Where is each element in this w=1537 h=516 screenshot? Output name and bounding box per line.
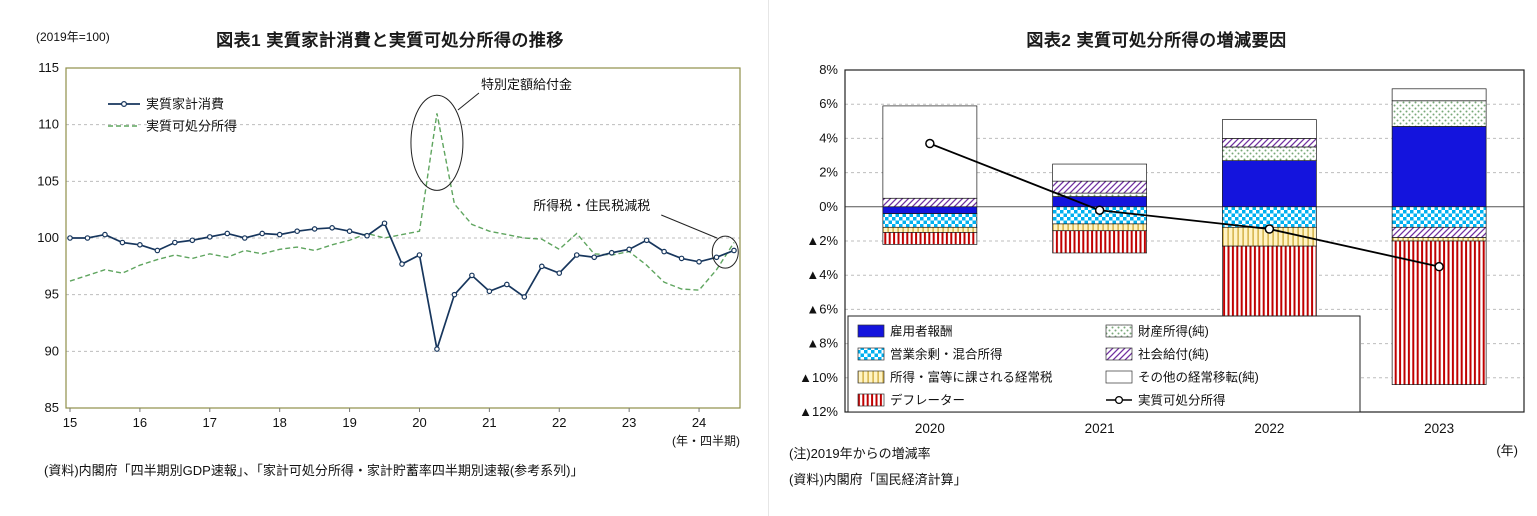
svg-text:実質可処分所得: 実質可処分所得 xyxy=(146,119,237,134)
figure1-chart-svg: 85 90 95 100 105 110 115 15 16 17 18 19 20 21 22 23 24 (年… xyxy=(37,60,741,448)
svg-text:▲2%: ▲2% xyxy=(806,233,838,248)
svg-text:社会給付(純): 社会給付(純) xyxy=(1138,347,1209,362)
svg-text:18: 18 xyxy=(272,415,286,430)
svg-text:4%: 4% xyxy=(819,130,838,145)
figure2-source: (資料)内閣府「国民経済計算」 xyxy=(789,472,967,487)
figure1-source: (資料)内閣府「四半期別GDP速報」、「家計可処分所得・家計貯蓄率四半期別速報(… xyxy=(44,463,584,478)
svg-text:8%: 8% xyxy=(819,62,838,77)
svg-text:財産所得(純): 財産所得(純) xyxy=(1138,324,1209,339)
figure2-line-series xyxy=(925,138,1444,272)
figure1-axis-labels: 85 90 95 100 105 110 115 15 16 17 18 19 20 21 22 23 24 (年… xyxy=(37,60,740,448)
svg-text:▲10%: ▲10% xyxy=(799,370,838,385)
svg-text:22: 22 xyxy=(552,415,566,430)
special-benefit-label: 特別定額給付金 xyxy=(481,77,572,92)
svg-text:23: 23 xyxy=(622,415,636,430)
tax-cut-label: 所得税・住民税減税 xyxy=(533,198,650,213)
svg-text:0%: 0% xyxy=(819,199,838,214)
svg-text:2022: 2022 xyxy=(1254,421,1284,436)
svg-text:その他の経常移転(純): その他の経常移転(純) xyxy=(1138,371,1259,385)
svg-text:90: 90 xyxy=(45,343,59,358)
svg-text:6%: 6% xyxy=(819,96,838,111)
svg-text:100: 100 xyxy=(37,230,59,245)
svg-text:95: 95 xyxy=(45,287,59,302)
svg-text:115: 115 xyxy=(38,60,59,75)
figure1-index-note: (2019年=100) xyxy=(36,30,110,44)
svg-text:実質可処分所得: 実質可処分所得 xyxy=(1138,393,1226,408)
svg-text:▲8%: ▲8% xyxy=(806,336,838,351)
svg-text:16: 16 xyxy=(133,415,147,430)
svg-text:19: 19 xyxy=(342,415,356,430)
svg-text:24: 24 xyxy=(692,415,706,430)
svg-text:2023: 2023 xyxy=(1424,421,1454,436)
svg-text:110: 110 xyxy=(38,117,59,132)
svg-text:2021: 2021 xyxy=(1085,421,1115,436)
figure2-panel: 図表2 実質可処分所得の増減要因 8% 6% 4% 2% 0% ▲2% ▲4% ▲6% ▲8% ▲… xyxy=(769,0,1537,516)
svg-text:所得・富等に課される経常税: 所得・富等に課される経常税 xyxy=(890,370,1053,385)
svg-text:実質家計消費: 実質家計消費 xyxy=(146,97,224,112)
figure1-title: 図表1 実質家計消費と実質可処分所得の推移 xyxy=(216,31,564,50)
figure2-title: 図表2 実質可処分所得の増減要因 xyxy=(1026,31,1287,50)
svg-text:17: 17 xyxy=(203,415,217,430)
figure2-note: (注)2019年からの増減率 xyxy=(789,446,931,461)
svg-text:21: 21 xyxy=(482,415,496,430)
panel-divider xyxy=(768,0,769,516)
figure1-series-disposable-income xyxy=(69,113,735,291)
svg-text:▲12%: ▲12% xyxy=(799,404,838,419)
svg-text:(年): (年) xyxy=(1496,443,1518,458)
svg-text:20: 20 xyxy=(412,415,426,430)
svg-text:15: 15 xyxy=(63,415,77,430)
svg-text:105: 105 xyxy=(37,173,59,188)
svg-text:(年・四半期): (年・四半期) xyxy=(672,434,740,448)
special-benefit-circle xyxy=(410,94,464,191)
svg-text:▲4%: ▲4% xyxy=(806,267,838,282)
figure1-series-household-consumption xyxy=(67,220,737,352)
tax-cut-circle xyxy=(711,235,739,269)
figure1-panel: (2019年=100) 図表1 実質家計消費と実質可処分所得の推移 85 90 95… xyxy=(0,0,768,516)
svg-text:85: 85 xyxy=(45,400,59,415)
figure1-gridlines xyxy=(66,124,740,352)
figure2-chart-svg: 8% 6% 4% 2% 0% ▲2% ▲4% ▲6% ▲8% ▲10% ▲12% 2020 2021 20… xyxy=(799,62,1525,458)
svg-text:2020: 2020 xyxy=(915,421,945,436)
svg-text:営業余剰・混合所得: 営業余剰・混合所得 xyxy=(890,347,1003,362)
figure2-axis-labels: 8% 6% 4% 2% 0% ▲2% ▲4% ▲6% ▲8% ▲10% ▲12% 2020 2021 20… xyxy=(799,62,1518,458)
svg-text:デフレーター: デフレーター xyxy=(890,393,965,408)
figure1-plot-frame xyxy=(65,67,741,409)
svg-text:2%: 2% xyxy=(819,165,838,180)
svg-text:▲6%: ▲6% xyxy=(806,301,838,316)
svg-text:雇用者報酬: 雇用者報酬 xyxy=(890,324,953,339)
